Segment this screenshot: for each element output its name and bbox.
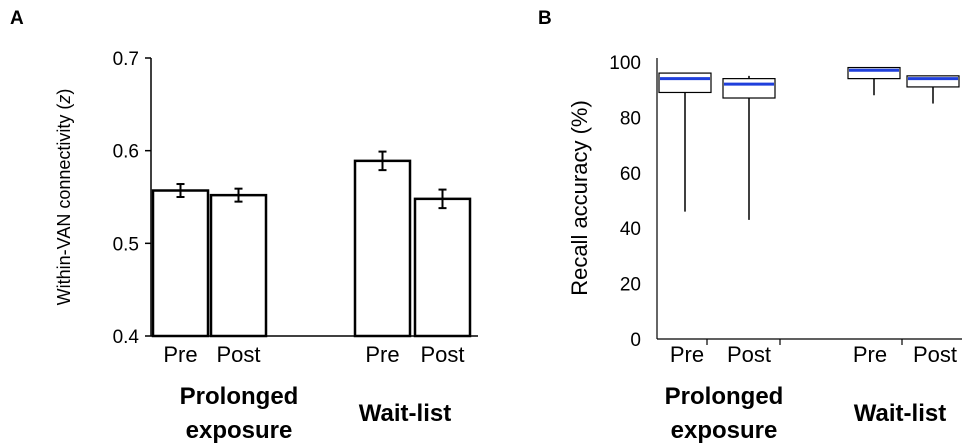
bar xyxy=(209,193,268,338)
group-label-b: exposure xyxy=(671,417,778,444)
y-tick-label-b: 60 xyxy=(620,164,641,185)
x-tick-label-a: Post xyxy=(420,342,464,367)
bar xyxy=(151,189,210,338)
group-label-a: exposure xyxy=(186,417,293,444)
y-axis-label-b: Recall accuracy (%) xyxy=(567,100,592,296)
y-tick-label-b: 0 xyxy=(630,330,641,351)
box xyxy=(847,66,901,80)
group-label-a: Wait-list xyxy=(359,400,451,427)
y-tick-label-b: 20 xyxy=(620,275,641,296)
panel-a-letter: A xyxy=(10,8,24,29)
y-tick-label-a: 0.7 xyxy=(113,49,139,70)
group-label-b: Wait-list xyxy=(854,400,946,427)
y-tick-label-b: 80 xyxy=(620,108,641,129)
box xyxy=(906,75,960,88)
x-tick-label-b: Post xyxy=(913,342,957,367)
panel-b: B 0 20 40 60 80 100 Recall accuracy (%) Pre Post P… xyxy=(538,8,962,444)
x-tick-label-a: Pre xyxy=(163,342,197,367)
bar xyxy=(413,197,472,338)
group-label-a: Prolonged xyxy=(180,383,299,410)
y-tick-label-a: 0.6 xyxy=(113,142,139,163)
x-tick-label-b: Pre xyxy=(670,342,704,367)
y-tick-label-a: 0.4 xyxy=(113,327,140,348)
panel-a: A 0.4 0.5 0.6 0.7 Within-VAN connectivity (z)… xyxy=(10,8,478,444)
box xyxy=(722,78,776,99)
box xyxy=(658,72,712,94)
x-tick-label-b: Post xyxy=(727,342,771,367)
bar xyxy=(353,159,412,338)
y-tick-label-a: 0.5 xyxy=(113,234,139,255)
y-tick-label-b: 40 xyxy=(620,219,641,240)
y-axis-label-a: Within-VAN connectivity (z) xyxy=(54,89,74,306)
panel-b-letter: B xyxy=(538,8,552,29)
x-tick-label-b: Pre xyxy=(853,342,887,367)
x-tick-label-a: Pre xyxy=(365,342,399,367)
group-label-b: Prolonged xyxy=(665,383,784,410)
y-tick-label-b: 100 xyxy=(609,53,641,74)
x-tick-label-a: Post xyxy=(216,342,260,367)
